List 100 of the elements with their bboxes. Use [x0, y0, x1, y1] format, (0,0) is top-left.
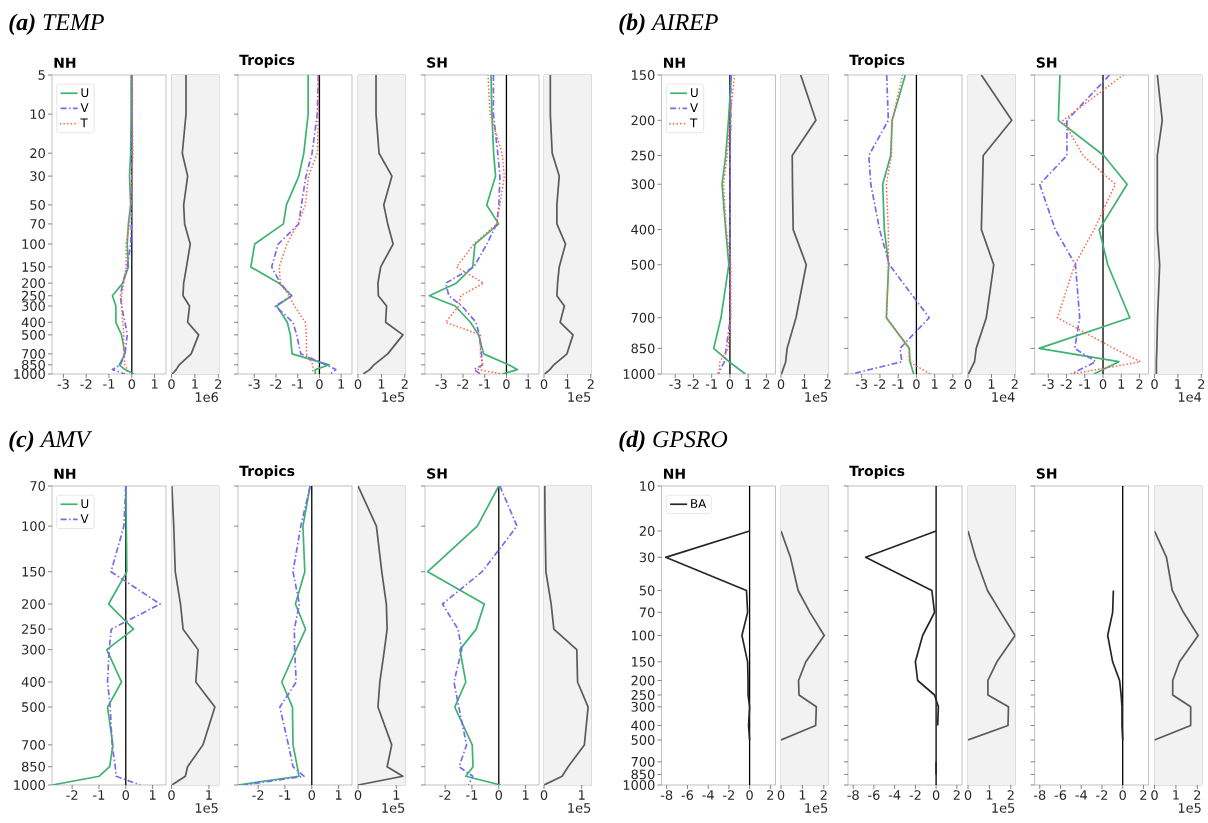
- text: 1e4: [1178, 392, 1202, 402]
- y-tick-label: 300: [22, 644, 45, 655]
- text: 1e5: [568, 803, 591, 813]
- text: 1e5: [805, 803, 828, 813]
- x-tick-label: -3: [435, 379, 447, 389]
- x-tick-label: 0: [308, 790, 316, 800]
- y-tick-label: 300: [631, 179, 655, 190]
- text: (a) TEMP: [9, 13, 104, 36]
- legend-label: T: [689, 118, 698, 128]
- y-tick-label: 1000: [14, 780, 45, 790]
- text: (c) AMV: [9, 430, 93, 453]
- x-tick-label: 0: [777, 790, 785, 800]
- y-tick-label: 150: [22, 566, 45, 577]
- x-tick-label: 1: [335, 790, 342, 800]
- y-tick-label: 250: [22, 290, 45, 301]
- x-tick-label: 1: [525, 379, 532, 389]
- x-tick-label: -1: [103, 379, 115, 389]
- text: 1e5: [195, 803, 218, 813]
- y-tick-label: 700: [22, 739, 45, 750]
- x-tick-label: -2: [1096, 790, 1108, 800]
- x-tick-label: 2: [824, 379, 831, 389]
- x-tick-label: -2: [80, 379, 92, 389]
- x-tick-label: 1: [192, 379, 198, 389]
- y-tick-label: 500: [22, 702, 45, 712]
- y-tick-label: 250: [631, 150, 655, 161]
- text: (d) GPSRO: [619, 430, 728, 453]
- y-tick-label: 300: [22, 301, 45, 311]
- text: (b) AIREP: [619, 13, 718, 36]
- chart-title: SH: [1036, 57, 1057, 68]
- x-tick-label: 2: [215, 379, 222, 389]
- x-tick-label: 1: [986, 790, 993, 800]
- x-tick-label: -4: [888, 790, 901, 800]
- y-tick-label: 10: [30, 109, 45, 119]
- legend-label: V: [80, 103, 89, 113]
- x-tick-label: 2: [949, 379, 956, 389]
- y-tick-label: 150: [632, 656, 655, 667]
- chart-title: NH: [54, 468, 76, 479]
- x-tick-label: -4: [1075, 790, 1087, 800]
- x-tick-label: 0: [122, 790, 130, 800]
- x-tick-label: 0: [540, 790, 548, 800]
- y-tick-label: 100: [22, 521, 45, 532]
- legend-label: V: [690, 103, 699, 113]
- x-tick-label: 1: [338, 379, 345, 389]
- legend-label: U: [690, 88, 698, 98]
- x-tick-label: -1: [705, 379, 717, 389]
- y-tick-label: 850: [21, 761, 45, 772]
- x-tick-label: 0: [964, 790, 972, 800]
- y-tick-label: 300: [631, 701, 655, 712]
- x-tick-label: 1: [378, 379, 385, 389]
- x-tick-label: 1: [1173, 790, 1179, 800]
- x-tick-label: -1: [478, 379, 490, 389]
- x-tick-label: -3: [1042, 379, 1054, 389]
- x-tick-label: 1: [801, 379, 808, 389]
- x-tick-label: 1: [799, 790, 806, 800]
- y-tick-label: 700: [22, 348, 45, 359]
- x-tick-label: 2: [820, 790, 827, 800]
- x-tick-label: 1: [149, 790, 156, 800]
- x-tick-label: -6: [681, 790, 694, 800]
- y-tick-label: 50: [30, 200, 45, 210]
- y-tick-label: 30: [30, 171, 45, 181]
- y-tick-label: 400: [21, 677, 45, 687]
- x-tick-label: 0: [726, 379, 734, 389]
- x-tick-label: 0: [777, 379, 785, 389]
- x-tick-label: -8: [660, 790, 673, 800]
- x-tick-label: -2: [439, 790, 451, 800]
- x-tick-label: -1: [1078, 379, 1091, 389]
- chart-title: SH: [1036, 468, 1057, 479]
- legend-label: V: [80, 514, 89, 524]
- y-tick-label: 70: [30, 219, 45, 229]
- x-tick-label: -2: [252, 790, 264, 800]
- x-tick-label: 1: [1175, 379, 1181, 389]
- legend-label: BA: [691, 499, 707, 508]
- text: 1e5: [1178, 803, 1201, 813]
- x-tick-label: 0: [495, 790, 503, 800]
- x-tick-label: 1: [579, 790, 585, 800]
- x-tick-label: 0: [1119, 790, 1126, 800]
- x-tick-label: -1: [93, 790, 105, 800]
- x-tick-label: 1: [206, 790, 212, 800]
- x-tick-label: 0: [1099, 379, 1107, 389]
- y-tick-label: 30: [639, 552, 655, 563]
- y-tick-label: 1000: [623, 780, 655, 790]
- y-tick-label: 1000: [14, 369, 45, 379]
- chart-title: Tropics: [849, 54, 905, 68]
- y-tick-label: 20: [30, 148, 45, 159]
- y-tick-label: 20: [639, 526, 655, 536]
- y-tick-label: 1000: [623, 369, 655, 379]
- x-tick-label: 1: [522, 790, 529, 800]
- x-tick-label: 2: [1011, 379, 1018, 389]
- x-tick-label: -8: [1033, 790, 1046, 800]
- x-tick-label: 2: [1007, 790, 1014, 800]
- y-tick-label: 200: [631, 115, 655, 126]
- y-tick-label: 50: [639, 585, 655, 596]
- y-tick-label: 850: [631, 769, 655, 780]
- text: 1e5: [805, 392, 828, 402]
- x-tick-label: 0: [913, 379, 920, 389]
- chart-title: NH: [663, 57, 685, 68]
- x-tick-label: 0: [964, 379, 972, 389]
- y-tick-label: 850: [21, 359, 45, 370]
- x-tick-label: 0: [932, 790, 940, 800]
- legend-label: U: [81, 499, 89, 509]
